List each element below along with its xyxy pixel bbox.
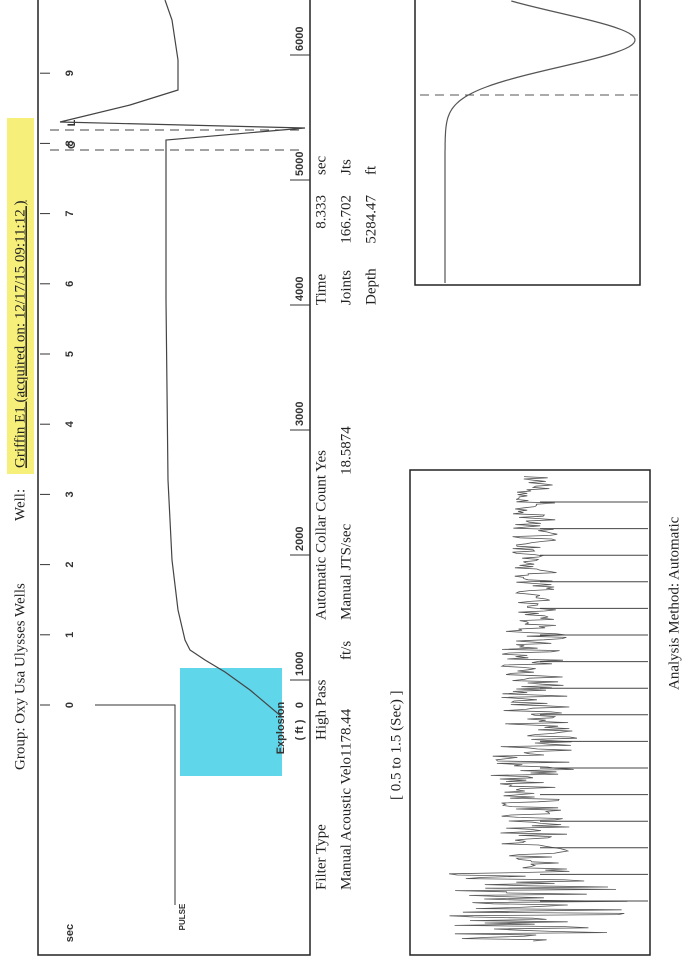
time-tick-label: 5 [64, 351, 76, 357]
filter-type: Filter Type [313, 824, 329, 890]
acoustic-trace [59, 0, 306, 718]
collar-count: Automatic Collar Count [313, 474, 329, 620]
readout-label: Time [313, 274, 329, 305]
readout-value: 166.702 [338, 195, 354, 244]
well: Griffin E1 (acquired on: 12/17/15 09:11:… [12, 201, 28, 468]
readout-value: 8.333 [313, 195, 329, 229]
explosion-label: Explosion [275, 701, 287, 754]
readout-label: Joints [338, 270, 354, 305]
analysis-method: Analysis Method: Automatic [666, 516, 682, 690]
zoom-chart-frame [414, 0, 641, 286]
time-tick-label: 3 [64, 491, 76, 497]
time-tick-label: 7 [64, 211, 76, 217]
depth-tick-label: 2000 [294, 527, 306, 551]
collar-value: Yes [313, 450, 329, 472]
group: Group: Oxy Usa Ulysses Wells [12, 583, 28, 770]
zoom-trace [444, 0, 636, 283]
well-label: Well: [12, 489, 28, 521]
depth-tick-label: 3000 [294, 402, 306, 426]
time-tick-label: 9 [64, 70, 76, 76]
filter-window [180, 668, 282, 776]
highlight [7, 118, 34, 474]
time-axis-label: sec [64, 924, 76, 942]
pulse-trace [95, 704, 176, 905]
collar-waveform [449, 476, 628, 942]
depth-tick-label: 4000 [294, 277, 306, 301]
depth-tick-label: 6000 [294, 27, 306, 51]
depth-tick-label: 1000 [294, 652, 306, 676]
collar-chart-frame [409, 469, 651, 956]
marker: C [66, 141, 78, 149]
velocity: Manual Acoustic Velo1178.44 [338, 708, 354, 890]
time-tick-label: 8 [64, 140, 76, 146]
jts-sec: Manual JTS/sec [338, 523, 354, 620]
time-tick-label: 2 [64, 562, 76, 568]
depth-tick-label: 0 [294, 702, 306, 708]
jts-value: 18.5874 [338, 426, 354, 475]
time-tick-label: 4 [64, 420, 76, 427]
time-tick-label: 0 [64, 702, 76, 708]
depth-axis-label: ( ft ) [294, 719, 306, 740]
depth-tick-label: 5000 [294, 152, 306, 176]
time-tick-label: 6 [64, 281, 76, 287]
collar-window: [ 0.5 to 1.5 (Sec) ] [388, 690, 404, 800]
time-tick-label: 1 [64, 632, 76, 638]
readout-label: Depth [363, 268, 379, 305]
filter-value: High Pass [313, 679, 329, 740]
pulse-label: PULSE [178, 903, 187, 930]
readout-unit: Jts [338, 159, 354, 175]
readout-value: 5284.47 [363, 195, 379, 244]
readout-unit: sec [313, 156, 329, 175]
main-chart-frame [37, 0, 311, 956]
readout-unit: ft [363, 165, 379, 175]
velocity-unit: ft/s [338, 641, 354, 660]
